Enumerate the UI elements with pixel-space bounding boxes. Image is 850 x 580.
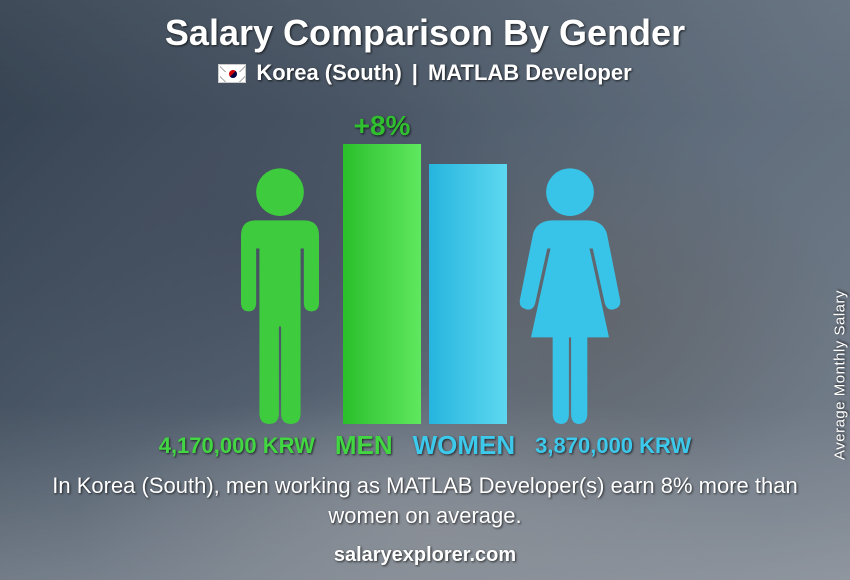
infographic-content: Salary Comparison By Gender Korea (South… <box>0 0 850 580</box>
separator: | <box>412 60 418 86</box>
chart-area: +8% <box>125 94 725 424</box>
male-person-icon <box>225 164 335 424</box>
footer-source: salaryexplorer.com <box>334 544 516 567</box>
men-salary-value: 4,170,000 KRW <box>65 433 315 459</box>
women-bar <box>429 164 507 424</box>
subtitle-row: Korea (South) | MATLAB Developer <box>218 60 631 86</box>
main-title: Salary Comparison By Gender <box>165 12 685 54</box>
women-salary-value: 3,870,000 KRW <box>535 433 785 459</box>
korea-flag-icon <box>218 64 246 83</box>
men-label: MEN <box>335 430 393 461</box>
labels-row: 4,170,000 KRW MEN WOMEN 3,870,000 KRW <box>65 430 785 461</box>
percent-diff-label: +8% <box>354 110 411 142</box>
country-label: Korea (South) <box>256 60 401 86</box>
summary-text: In Korea (South), men working as MATLAB … <box>45 471 805 530</box>
men-bar: +8% <box>343 144 421 424</box>
female-person-icon <box>515 164 625 424</box>
y-axis-label: Average Monthly Salary <box>832 290 849 460</box>
women-label: WOMEN <box>413 430 516 461</box>
role-label: MATLAB Developer <box>428 60 632 86</box>
